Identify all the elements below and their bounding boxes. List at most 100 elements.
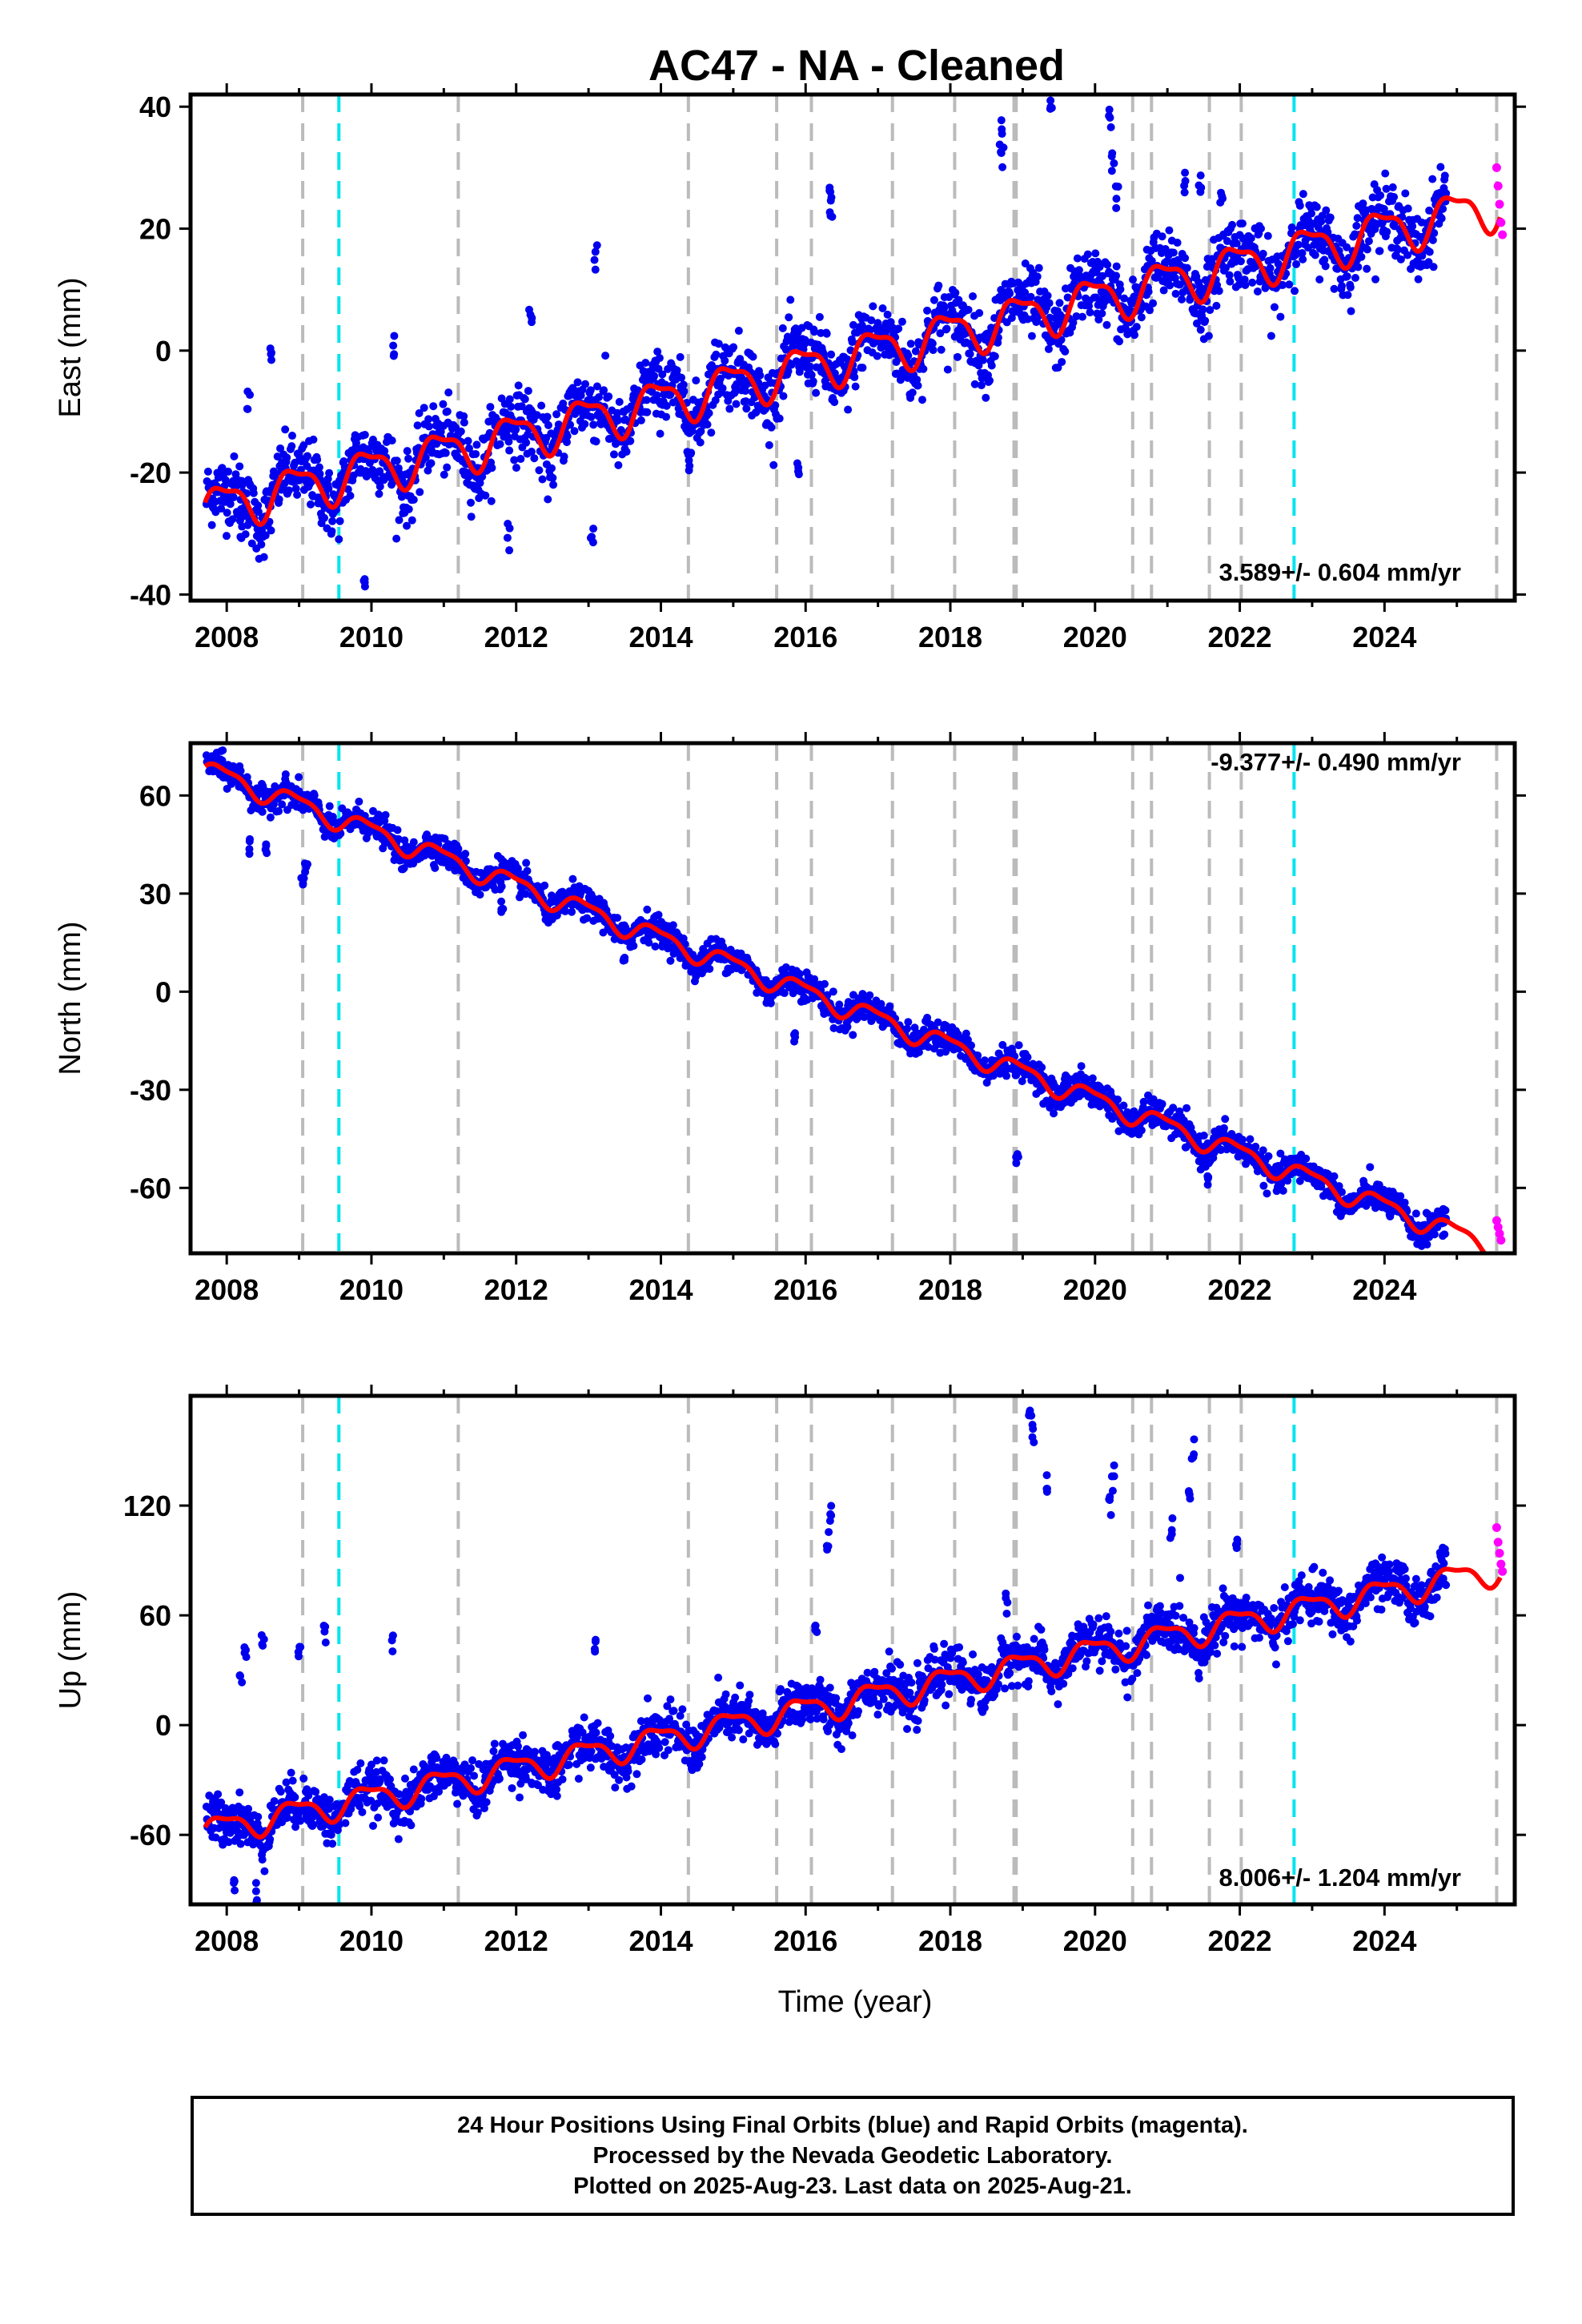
data-point (1285, 280, 1294, 289)
data-point (718, 384, 727, 392)
data-point (207, 521, 216, 529)
data-point (934, 281, 943, 290)
data-point (552, 410, 561, 419)
data-point (1158, 232, 1166, 241)
data-point (287, 432, 296, 440)
data-point (460, 418, 468, 427)
data-point (1204, 332, 1213, 340)
data-point (504, 520, 512, 529)
panels-layer: 2008 2010 2012 2014 2016 2018 2020 2022 2024-40-… (54, 83, 1526, 1957)
data-point (1027, 332, 1036, 340)
data-point (827, 350, 836, 359)
data-point (1114, 183, 1122, 191)
data-point (1199, 1132, 1208, 1140)
data-point (1102, 320, 1111, 329)
x-tick-label: 2008 (195, 1273, 259, 1306)
data-point (1298, 248, 1307, 257)
data-point (389, 352, 398, 360)
data-point (1400, 1198, 1409, 1207)
data-point (712, 350, 721, 359)
data-point (989, 1072, 998, 1080)
data-point (505, 546, 514, 555)
data-point (643, 905, 652, 914)
data-point (934, 1018, 942, 1027)
data-point (284, 486, 293, 495)
data-point (586, 386, 595, 395)
data-point (1013, 1150, 1022, 1159)
data-point (600, 386, 608, 395)
data-point (1018, 1077, 1026, 1086)
data-point (1182, 263, 1191, 272)
data-point (281, 770, 290, 778)
data-point (392, 534, 401, 543)
data-point (1321, 262, 1330, 271)
data-point (404, 505, 413, 513)
data-point (254, 508, 263, 517)
data-point (559, 399, 568, 408)
data-point (1050, 1109, 1058, 1118)
data-point (655, 354, 664, 363)
data-point (1034, 263, 1043, 272)
data-point (299, 441, 308, 450)
data-point (1116, 285, 1125, 294)
data-point (897, 317, 906, 326)
data-point (812, 388, 821, 397)
x-tick-label: 2018 (918, 1273, 982, 1306)
data-point (254, 501, 263, 510)
data-point (1294, 240, 1303, 249)
data-point (315, 463, 323, 472)
data-point (1038, 1063, 1046, 1072)
data-point (1429, 263, 1438, 271)
data-point (1171, 289, 1180, 298)
data-point (1180, 188, 1189, 197)
data-point (1204, 1172, 1213, 1181)
data-point (1236, 257, 1245, 266)
data-point (1403, 251, 1412, 259)
data-point (1388, 183, 1397, 191)
data-point (400, 864, 408, 873)
data-point (570, 427, 579, 436)
data-point (548, 473, 557, 482)
data-point (562, 438, 571, 447)
data-point (769, 460, 778, 469)
data-point (444, 388, 453, 397)
data-point (716, 374, 725, 383)
data-point (1072, 312, 1081, 320)
y-tick-label: -20 (130, 456, 171, 489)
data-point (1439, 204, 1447, 213)
data-point (335, 517, 344, 525)
data-point (809, 377, 817, 386)
data-point (692, 376, 701, 385)
data-point (343, 485, 352, 494)
data-point (395, 516, 404, 525)
data-point (1114, 1096, 1122, 1104)
data-point (409, 838, 418, 846)
data-point (677, 373, 686, 382)
data-point (1103, 260, 1112, 269)
data-point (928, 339, 937, 348)
data-point (249, 489, 258, 497)
data-point (1311, 251, 1319, 259)
data-point (520, 395, 529, 404)
data-point (245, 845, 254, 854)
data-point (1259, 1146, 1267, 1155)
data-point (742, 404, 751, 413)
data-point (849, 1031, 857, 1039)
data-point (527, 448, 536, 456)
data-point (271, 472, 279, 481)
data-point (324, 484, 333, 493)
data-point (1299, 190, 1307, 199)
data-point (685, 461, 694, 470)
data-point (544, 495, 552, 504)
data-point (245, 837, 254, 846)
data-point (998, 163, 1007, 171)
data-point (590, 255, 599, 264)
data-point (696, 438, 705, 447)
y-tick-label: 30 (139, 878, 171, 911)
data-point (291, 485, 300, 493)
data-point (563, 432, 572, 440)
data-point (293, 490, 302, 499)
data-point (543, 412, 552, 421)
data-point (1014, 1041, 1023, 1050)
data-point (221, 476, 230, 485)
